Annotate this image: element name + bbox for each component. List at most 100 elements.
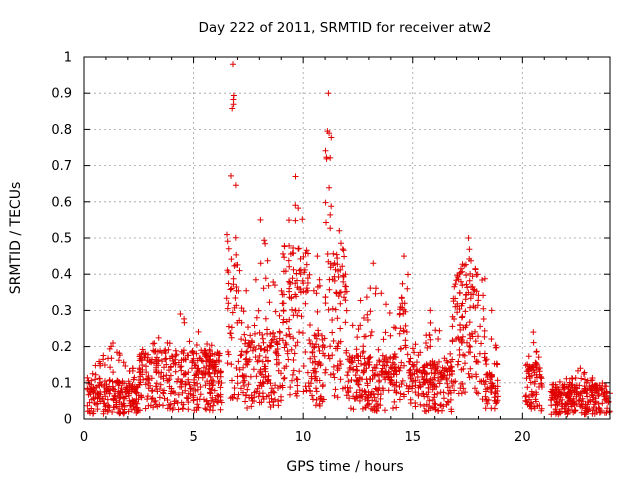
data-point xyxy=(294,312,301,319)
data-point xyxy=(424,362,431,369)
data-point xyxy=(431,383,438,390)
data-point xyxy=(144,396,151,403)
data-point xyxy=(110,386,117,393)
data-point xyxy=(331,374,338,381)
data-point xyxy=(85,391,92,398)
data-point xyxy=(181,315,188,322)
data-point xyxy=(293,376,300,382)
data-point xyxy=(363,294,370,301)
data-point xyxy=(482,378,489,385)
data-point xyxy=(178,378,185,385)
data-point xyxy=(552,384,559,391)
data-point xyxy=(292,280,299,287)
data-point xyxy=(399,280,406,287)
data-point xyxy=(314,308,321,315)
data-point xyxy=(195,328,202,335)
data-point xyxy=(244,386,251,393)
data-point xyxy=(316,377,323,384)
data-point xyxy=(286,285,293,292)
data-point xyxy=(475,390,482,397)
data-point xyxy=(470,286,477,293)
data-point xyxy=(296,267,303,274)
data-point xyxy=(315,360,322,367)
data-point xyxy=(445,390,452,397)
data-point xyxy=(307,322,313,328)
data-point xyxy=(342,297,349,304)
data-point xyxy=(194,386,201,393)
data-point xyxy=(299,330,306,336)
data-point xyxy=(289,377,295,384)
data-point xyxy=(436,327,443,334)
data-point xyxy=(258,399,265,406)
data-point xyxy=(217,406,224,413)
y-tick-label: 0.2 xyxy=(51,340,72,355)
data-point xyxy=(392,354,399,361)
data-point xyxy=(486,384,493,391)
data-point xyxy=(230,394,236,401)
data-point xyxy=(531,380,538,387)
data-point xyxy=(397,325,404,332)
data-point xyxy=(200,364,207,371)
data-point xyxy=(232,295,239,301)
data-point xyxy=(96,375,103,382)
data-point xyxy=(185,399,192,406)
data-point xyxy=(144,354,151,361)
data-point xyxy=(315,327,322,334)
data-point xyxy=(481,333,488,340)
data-point xyxy=(229,309,236,316)
data-point xyxy=(443,376,450,383)
data-point xyxy=(275,352,282,359)
data-point xyxy=(331,392,338,399)
data-point xyxy=(481,327,488,334)
data-point xyxy=(494,393,501,400)
data-point xyxy=(118,401,125,408)
data-point xyxy=(273,356,280,363)
data-point xyxy=(364,317,371,323)
data-point xyxy=(528,405,535,412)
data-point xyxy=(409,371,416,378)
data-point xyxy=(444,398,451,405)
data-point xyxy=(295,245,302,252)
data-point xyxy=(340,278,347,285)
data-point xyxy=(431,370,438,377)
data-point xyxy=(106,377,113,383)
data-point xyxy=(286,316,293,323)
data-point xyxy=(566,397,573,404)
data-point xyxy=(316,402,323,409)
data-point xyxy=(231,385,238,391)
data-point xyxy=(144,393,151,400)
data-point xyxy=(427,307,434,314)
data-point xyxy=(123,393,130,400)
data-point xyxy=(238,319,245,326)
data-point xyxy=(244,405,251,411)
data-point xyxy=(427,381,434,388)
data-point xyxy=(238,385,244,392)
data-point xyxy=(465,289,472,296)
data-point xyxy=(322,300,329,307)
data-point xyxy=(94,406,101,413)
data-point xyxy=(257,216,264,223)
data-point xyxy=(346,395,353,402)
data-point xyxy=(396,367,403,374)
data-point xyxy=(439,407,445,414)
data-point xyxy=(281,365,288,372)
data-point xyxy=(559,382,566,389)
data-point xyxy=(583,379,590,386)
data-point xyxy=(241,331,248,338)
data-point xyxy=(415,391,422,398)
data-point xyxy=(522,397,529,404)
data-point xyxy=(582,405,589,412)
data-point xyxy=(467,295,474,302)
data-point xyxy=(605,398,612,405)
data-point xyxy=(245,339,252,346)
data-point xyxy=(144,375,151,382)
data-point xyxy=(564,392,571,399)
data-point xyxy=(377,391,384,398)
data-point xyxy=(393,368,400,375)
data-point xyxy=(360,343,367,350)
data-point xyxy=(305,250,311,257)
data-point xyxy=(270,279,277,285)
data-point xyxy=(383,356,389,363)
data-point xyxy=(424,344,431,351)
data-point xyxy=(243,287,250,294)
